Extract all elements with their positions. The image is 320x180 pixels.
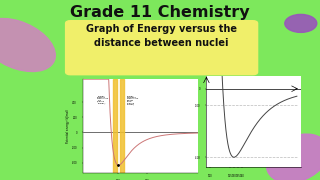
- Ellipse shape: [267, 134, 320, 180]
- Text: Grade 11 Chemistry: Grade 11 Chemistry: [70, 5, 250, 20]
- Text: Energy
absorbed
when r<r0
breaks
bond
(+Bond
energy): Energy absorbed when r<r0 breaks bond (+…: [127, 96, 138, 105]
- Text: Energy
released
when r>r0
KPE
(+Bond
Energy): Energy released when r>r0 KPE (+Bond Ene…: [97, 96, 108, 104]
- Y-axis label: Potential energy (kJ/mol): Potential energy (kJ/mol): [66, 109, 70, 143]
- FancyBboxPatch shape: [66, 21, 258, 75]
- Ellipse shape: [0, 19, 55, 71]
- Bar: [120, 79, 124, 173]
- Bar: [113, 79, 116, 173]
- Text: Graph of Energy versus the
distance between nuclei: Graph of Energy versus the distance betw…: [86, 24, 237, 48]
- Ellipse shape: [285, 14, 317, 32]
